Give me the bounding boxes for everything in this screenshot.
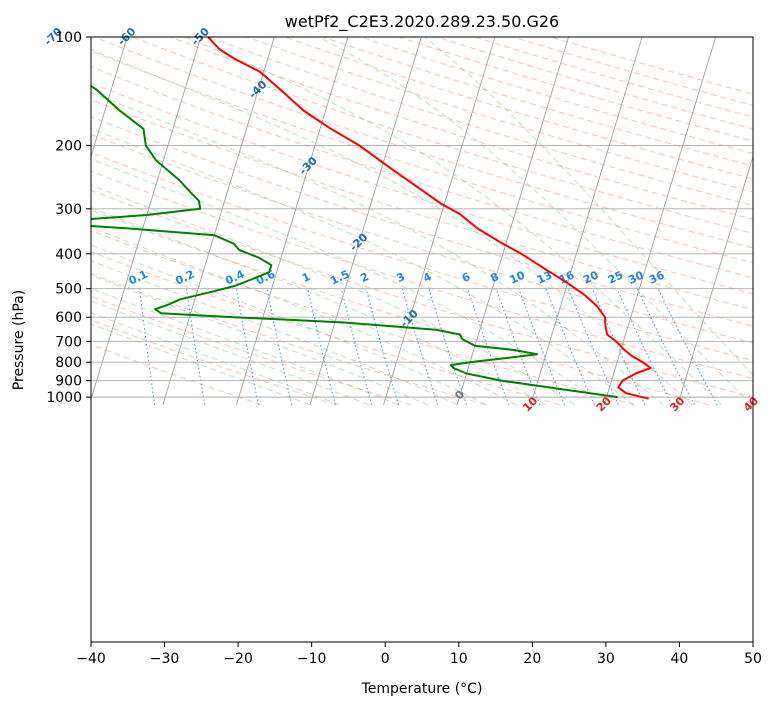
isotherm-line (236, 37, 349, 405)
moist-adiabat (91, 48, 693, 406)
dry-adiabat (91, 319, 337, 406)
x-tick-label: −40 (76, 651, 106, 667)
isotherm-line (530, 37, 643, 405)
background-lines (91, 37, 753, 406)
x-tick-label: 10 (450, 651, 468, 667)
y-tick-label: 400 (55, 247, 82, 263)
mixing-ratio-line (185, 288, 206, 405)
y-tick-label: 900 (55, 374, 82, 390)
isotherm-line (383, 37, 496, 405)
mixing-ratio-line (591, 288, 646, 406)
mixing-ratio-line (616, 288, 673, 406)
temperature-line (207, 37, 652, 400)
mixing-ratio-label: 10 (508, 268, 528, 286)
isotherm-line (309, 37, 422, 405)
isotherm-line (603, 37, 717, 405)
isotherm-line (162, 37, 275, 405)
mixing-ratio-label: 25 (606, 268, 625, 286)
moist-adiabat (91, 127, 634, 406)
x-tick-label: 20 (523, 651, 541, 667)
x-axis-label: Temperature (°C) (361, 681, 483, 697)
mixing-ratio-line (307, 288, 336, 405)
mixing-ratio-label: 36 (647, 268, 667, 286)
x-tick-label: 30 (597, 651, 615, 667)
moist-adiabat (91, 226, 517, 406)
mixing-ratio-line (567, 288, 619, 406)
mixing-ratio-line (365, 288, 400, 405)
mixing-ratio-line (340, 288, 373, 405)
dry-adiabat (91, 170, 753, 379)
chart-title: wetPf2_C2E3.2020.289.23.50.G26 (285, 12, 559, 32)
mixing-ratio-label: 16 (557, 268, 577, 286)
moist-adiabat (91, 158, 605, 406)
isotherm-line (456, 37, 569, 405)
dry-adiabat (91, 133, 753, 344)
moist-adiabat (91, 207, 546, 406)
moist-adiabat (91, 91, 664, 406)
y-tick-label: 500 (55, 282, 82, 298)
mixing-ratio-line (266, 288, 293, 405)
dry-adiabat (91, 295, 411, 406)
y-tick-label: 700 (55, 334, 82, 350)
moist-adiabat (318, 37, 752, 406)
dry-adiabat (94, 37, 753, 249)
dewpoint-line (91, 84, 618, 399)
dry-adiabat (91, 66, 753, 279)
dry-adiabat (91, 82, 753, 295)
moist-adiabat (91, 184, 576, 406)
dry-adiabat (208, 37, 753, 207)
x-tick-label: 0 (381, 651, 390, 667)
moist-adiabat (91, 274, 428, 406)
y-tick-label: 100 (55, 30, 82, 46)
x-axis-ticks: −40 −30 −20 −10 0 10 20 30 40 50 (76, 642, 762, 667)
mixing-ratio-label: 20 (581, 268, 601, 286)
mixing-ratio-label: 30 (626, 268, 646, 286)
y-tick-label: 1000 (46, 390, 82, 406)
mixing-ratio-line (139, 288, 156, 405)
y-axis-label: Pressure (hPa) (11, 290, 27, 390)
dry-adiabat (91, 209, 710, 406)
dry-adiabat (91, 116, 753, 327)
y-tick-label: 200 (55, 138, 82, 154)
moist-adiabat (91, 244, 487, 406)
isotherm-line (91, 37, 202, 401)
dry-adiabat (91, 230, 635, 406)
mixing-ratio-label: 13 (535, 268, 554, 286)
moist-adiabat (185, 37, 723, 406)
y-tick-label: 300 (55, 202, 82, 218)
x-tick-label: −20 (223, 651, 253, 667)
dry-adiabat (91, 189, 753, 398)
dry-adiabat (170, 37, 753, 220)
x-tick-label: −30 (150, 651, 180, 667)
mixing-ratio-line (495, 288, 541, 405)
dry-adiabat (91, 251, 561, 406)
y-tick-label: 600 (55, 310, 82, 326)
x-tick-label: −10 (297, 651, 327, 667)
moist-adiabat (91, 323, 311, 406)
mixing-ratio-line (637, 288, 695, 406)
mixing-ratio-line (518, 288, 565, 405)
plot-frame (90, 36, 754, 643)
moist-adiabat (91, 312, 340, 406)
x-tick-label: 40 (671, 651, 689, 667)
x-tick-label: 50 (744, 651, 762, 667)
profile-lines (91, 37, 652, 400)
isotherm-line (91, 37, 128, 158)
moist-adiabat (91, 260, 458, 406)
isotherm-line (677, 155, 753, 405)
mixing-ratio-line (235, 288, 259, 405)
mixing-ratio-line (657, 288, 718, 406)
moist-adiabat (91, 300, 369, 406)
y-tick-label: 800 (55, 355, 82, 371)
